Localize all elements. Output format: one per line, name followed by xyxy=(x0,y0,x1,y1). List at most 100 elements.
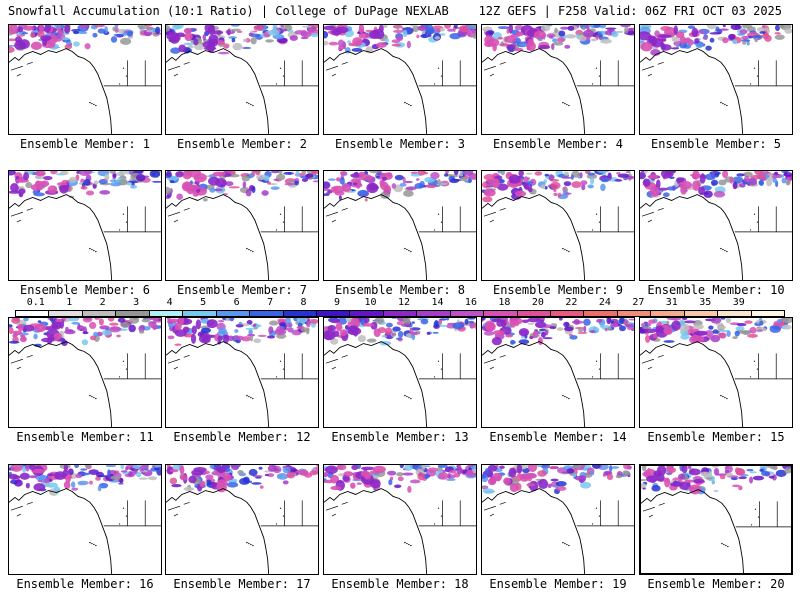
colorbar-segment xyxy=(250,311,284,316)
pacific-islands xyxy=(591,507,601,525)
snowfall-field xyxy=(324,465,476,493)
island-chain xyxy=(483,501,506,517)
coastline xyxy=(640,48,744,134)
island-chain xyxy=(325,61,348,77)
pacific-islands xyxy=(118,213,128,231)
island-chain xyxy=(10,354,33,370)
snowfall-field xyxy=(9,318,161,347)
political-border xyxy=(260,500,318,527)
colorbar-tick-label: 12 xyxy=(397,297,411,308)
island-chain xyxy=(483,61,506,77)
island-chain xyxy=(325,207,348,223)
ensemble-member-label: Ensemble Member: 18 xyxy=(331,577,469,591)
colorbar-segment xyxy=(316,311,351,316)
ensemble-member-map-17[interactable] xyxy=(165,464,319,575)
pacific-islands xyxy=(749,360,759,378)
ensemble-member-map-10[interactable] xyxy=(639,170,793,281)
colorbar-tick-label: 22 xyxy=(565,297,578,308)
island-chain xyxy=(167,354,190,370)
pacific-islands xyxy=(749,67,759,85)
map-svg xyxy=(166,171,318,280)
colorbar-tick-label: 8 xyxy=(300,297,307,308)
ensemble-member-label: Ensemble Member: 13 xyxy=(331,430,469,444)
ensemble-member-map-5[interactable] xyxy=(639,24,793,135)
pacific-islands xyxy=(433,67,443,85)
ensemble-member-label: Ensemble Member: 14 xyxy=(489,430,627,444)
colorbar-tick-label: 9 xyxy=(334,297,341,308)
ensemble-member-map-7[interactable] xyxy=(165,170,319,281)
ensemble-member-label: Ensemble Member: 3 xyxy=(334,137,466,151)
colorbar-segment xyxy=(82,311,117,316)
ensemble-member-map-11[interactable] xyxy=(8,317,162,428)
ensemble-member-map-8[interactable] xyxy=(323,170,477,281)
ensemble-member-map-12[interactable] xyxy=(165,317,319,428)
snowfall-field xyxy=(324,318,476,346)
pacific-islands xyxy=(118,507,128,525)
colorbar-tick-label: 18 xyxy=(498,297,511,308)
ensemble-member-label: Ensemble Member: 6 xyxy=(19,283,151,297)
colorbar-segment xyxy=(149,311,184,316)
island-chain xyxy=(641,61,664,77)
ensemble-member-map-6[interactable] xyxy=(8,170,162,281)
ensemble-member-map-1[interactable] xyxy=(8,24,162,135)
ensemble-member-map-16[interactable] xyxy=(8,464,162,575)
ensemble-member-map-4[interactable] xyxy=(481,24,635,135)
hawaii-islands xyxy=(562,394,570,400)
hawaii-islands xyxy=(562,541,570,547)
colorbar-tick-label: 24 xyxy=(598,297,611,308)
colorbar-tick-label: 31 xyxy=(665,297,678,308)
coastline xyxy=(166,194,270,280)
colorbar-segment xyxy=(283,311,317,316)
hawaii-islands xyxy=(89,394,97,400)
ensemble-member-map-18[interactable] xyxy=(323,464,477,575)
political-border xyxy=(418,60,476,87)
snowfall-field xyxy=(166,171,318,202)
map-svg xyxy=(482,171,634,280)
ensemble-member-map-13[interactable] xyxy=(323,317,477,428)
colorbar-segment xyxy=(651,311,685,316)
colorbar-tick-label: 1 xyxy=(66,297,73,308)
hawaii-islands xyxy=(246,541,254,547)
colorbar-tick-label: 35 xyxy=(699,297,712,308)
political-border xyxy=(418,206,476,233)
pacific-islands xyxy=(275,67,285,85)
ensemble-member-map-14[interactable] xyxy=(481,317,635,428)
island-chain xyxy=(325,501,348,517)
coastline xyxy=(166,488,270,574)
ensemble-member-label: Ensemble Member: 20 xyxy=(647,577,785,591)
map-title: Snowfall Accumulation (10:1 Ratio) | Col… xyxy=(8,4,449,18)
ensemble-member-map-19[interactable] xyxy=(481,464,635,575)
colorbar-segment xyxy=(350,311,384,316)
coastline xyxy=(640,194,744,280)
colorbar-tick-label: 7 xyxy=(267,297,274,308)
colorbar-segment xyxy=(450,311,485,316)
hawaii-islands xyxy=(721,542,729,548)
ensemble-member-map-9[interactable] xyxy=(481,170,635,281)
colorbar-tick-label: 5 xyxy=(200,297,207,308)
ensemble-member-map-15[interactable] xyxy=(639,317,793,428)
pacific-islands xyxy=(433,360,443,378)
political-border xyxy=(260,60,318,87)
ensemble-member-map-2[interactable] xyxy=(165,24,319,135)
political-border xyxy=(576,353,634,380)
map-svg xyxy=(640,318,792,427)
hawaii-islands xyxy=(404,541,412,547)
map-svg xyxy=(482,318,634,427)
political-border xyxy=(735,501,791,528)
ensemble-member-label: Ensemble Member: 11 xyxy=(16,430,154,444)
hawaii-islands xyxy=(404,101,412,107)
political-border xyxy=(103,353,161,380)
snowfall-field xyxy=(482,25,634,53)
political-border xyxy=(734,353,792,380)
colorbar-tick-labels: 0.1 1 2 3 4 5 6 7 8 9 10 12 14 16 18 20 22 24 27 31 35 39 xyxy=(15,297,785,309)
island-chain xyxy=(641,207,664,223)
political-border xyxy=(418,500,476,527)
colorbar-segment xyxy=(49,311,83,316)
coastline xyxy=(9,488,113,574)
colorbar-segment xyxy=(684,311,719,316)
coastline xyxy=(482,341,586,427)
pacific-islands xyxy=(750,508,760,526)
map-svg xyxy=(482,465,634,574)
ensemble-member-map-3[interactable] xyxy=(323,24,477,135)
ensemble-member-map-20[interactable] xyxy=(639,464,793,575)
